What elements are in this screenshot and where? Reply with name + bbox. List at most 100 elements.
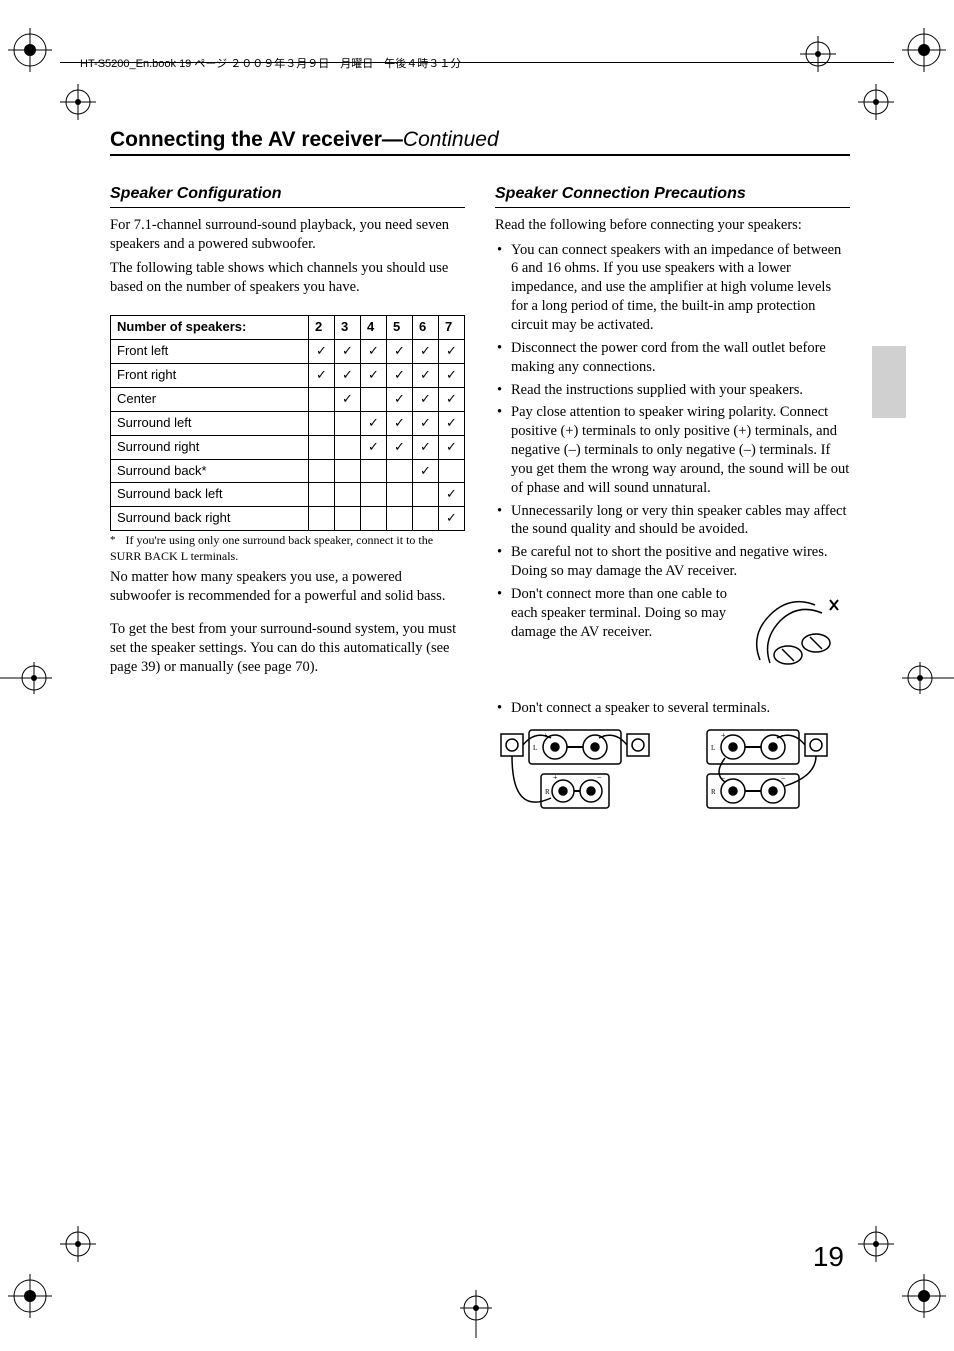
table-cell: ✓ <box>361 363 387 387</box>
crop-mark <box>902 660 954 701</box>
table-cell <box>361 459 387 483</box>
table-cell: ✓ <box>387 340 413 364</box>
table-cell <box>309 459 335 483</box>
table-cell <box>335 483 361 507</box>
table-cell: ✓ <box>439 411 465 435</box>
title-sep: — <box>382 128 403 151</box>
row-label: Surround left <box>111 411 309 435</box>
terminal-figure <box>740 585 850 681</box>
page-title: Connecting the AV receiver—Continued <box>110 128 850 152</box>
table-cell: ✓ <box>309 363 335 387</box>
table-footnote: *If you're using only one surround back … <box>110 533 465 564</box>
precaution-item: Don't connect a speaker to several termi… <box>495 699 850 718</box>
table-cell: ✓ <box>309 340 335 364</box>
table-col: 3 <box>335 316 361 340</box>
table-cell: ✓ <box>439 507 465 531</box>
precaution-item: Pay close attention to speaker wiring po… <box>495 403 850 497</box>
precaution-item: Be careful not to short the positive and… <box>495 543 850 581</box>
table-row: Surround back left✓ <box>111 483 465 507</box>
title-main: Connecting the AV receiver <box>110 128 382 151</box>
terminal-diagram-row: + − L + − R <box>495 728 850 823</box>
table-row: Surround right✓✓✓✓ <box>111 435 465 459</box>
table-cell <box>309 411 335 435</box>
table-cell <box>335 459 361 483</box>
speaker-table: Number of speakers: 2 3 4 5 6 7 Front le… <box>110 315 465 531</box>
table-cell: ✓ <box>387 411 413 435</box>
row-label: Surround back* <box>111 459 309 483</box>
table-header-row: Number of speakers: 2 3 4 5 6 7 <box>111 316 465 340</box>
table-cell: ✓ <box>439 387 465 411</box>
precaution-item: Don't connect more than one cable to eac… <box>495 585 850 681</box>
svg-text:+: + <box>721 731 726 740</box>
table-cell: ✓ <box>413 387 439 411</box>
page-number: 19 <box>813 1241 844 1273</box>
table-cell <box>335 507 361 531</box>
table-cell <box>413 483 439 507</box>
table-row: Front left✓✓✓✓✓✓ <box>111 340 465 364</box>
crop-mark <box>8 28 52 77</box>
footnote-text: If you're using only one surround back s… <box>110 533 433 563</box>
table-cell: ✓ <box>387 363 413 387</box>
config-para4: To get the best from your surround-sound… <box>110 620 465 677</box>
table-row: Surround back* ✓ <box>111 459 465 483</box>
precaution-item: Disconnect the power cord from the wall … <box>495 339 850 377</box>
table-cell <box>335 411 361 435</box>
left-column: Speaker Configuration For 7.1-channel su… <box>110 184 465 823</box>
table-cell: ✓ <box>413 435 439 459</box>
table-col: 7 <box>439 316 465 340</box>
row-label: Surround right <box>111 435 309 459</box>
header-metadata: HT-S5200_En.book 19 ページ ２００９年３月９日 月曜日 午後… <box>80 55 874 71</box>
table-cell: ✓ <box>335 387 361 411</box>
row-label: Surround back left <box>111 483 309 507</box>
footnote-mark: * <box>110 534 126 546</box>
table-row: Surround left✓✓✓✓ <box>111 411 465 435</box>
table-row: Surround back right ✓ <box>111 507 465 531</box>
table-cell: ✓ <box>335 363 361 387</box>
terminal-diagram-a: + − L + − R <box>495 728 655 823</box>
table-col: 6 <box>413 316 439 340</box>
row-label: Front right <box>111 363 309 387</box>
table-cell <box>361 507 387 531</box>
row-label: Center <box>111 387 309 411</box>
crop-mark <box>902 28 946 77</box>
config-para2: The following table shows which channels… <box>110 259 465 297</box>
svg-text:R: R <box>711 788 716 796</box>
table-col: 5 <box>387 316 413 340</box>
crop-mark <box>0 660 52 701</box>
header-text: HT-S5200_En.book 19 ページ ２００９年３月９日 月曜日 午後… <box>80 58 461 70</box>
table-cell: ✓ <box>335 340 361 364</box>
table-cell: ✓ <box>387 435 413 459</box>
table-cell <box>439 459 465 483</box>
precautions-intro: Read the following before connecting you… <box>495 216 850 235</box>
table-cell <box>309 483 335 507</box>
section-heading-precautions: Speaker Connection Precautions <box>495 184 850 208</box>
table-cell <box>387 483 413 507</box>
row-label: Front left <box>111 340 309 364</box>
svg-text:−: − <box>597 773 602 782</box>
crop-mark <box>902 1274 946 1323</box>
title-continued: Continued <box>403 128 499 151</box>
table-row: Center✓✓✓✓ <box>111 387 465 411</box>
right-column: Speaker Connection Precautions Read the … <box>495 184 850 823</box>
crop-mark <box>60 84 96 125</box>
config-para3: No matter how many speakers you use, a p… <box>110 568 465 606</box>
table-col: 4 <box>361 316 387 340</box>
crop-mark <box>458 1290 494 1343</box>
crop-mark <box>8 1274 52 1323</box>
precaution-item: Unnecessarily long or very thin speaker … <box>495 502 850 540</box>
table-cell: ✓ <box>439 363 465 387</box>
table-cell <box>387 459 413 483</box>
table-cell: ✓ <box>387 387 413 411</box>
precaution-text: Don't connect more than one cable to eac… <box>511 585 730 681</box>
table-cell: ✓ <box>439 435 465 459</box>
table-cell <box>387 507 413 531</box>
table-cell: ✓ <box>413 459 439 483</box>
precaution-item: You can connect speakers with an impedan… <box>495 241 850 335</box>
table-cell: ✓ <box>413 411 439 435</box>
row-label: Surround back right <box>111 507 309 531</box>
svg-text:L: L <box>711 744 715 752</box>
precaution-list: You can connect speakers with an impedan… <box>495 241 850 718</box>
precaution-item: Read the instructions supplied with your… <box>495 381 850 400</box>
section-tab <box>872 346 906 418</box>
table-cell: ✓ <box>413 340 439 364</box>
